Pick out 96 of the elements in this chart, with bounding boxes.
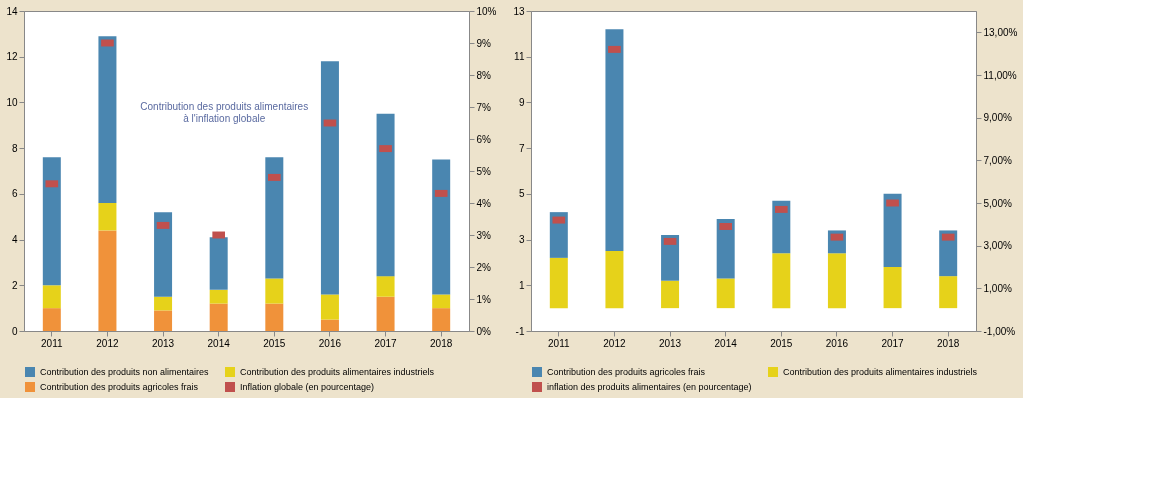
legend-label: Contribution des produits agricoles frais [547, 367, 706, 377]
bar [772, 253, 791, 309]
bar [209, 303, 228, 331]
bar [661, 235, 680, 281]
y-tick-label: 14 [6, 5, 18, 17]
y2-tick-label: 4% [476, 197, 492, 209]
bar [320, 294, 339, 320]
bar [98, 230, 117, 331]
bar [605, 29, 624, 251]
y2-tick-label: 5,00% [983, 197, 1012, 209]
bar [883, 193, 902, 267]
y2-tick-label: 0% [476, 325, 492, 337]
bar [320, 319, 339, 331]
legend-label: Inflation globale (en pourcentage) [240, 382, 375, 392]
y2-tick-label: 1% [476, 293, 492, 305]
bar [549, 257, 568, 309]
y2-tick-label: 10% [476, 5, 497, 17]
y2-tick-label: 9,00% [983, 112, 1012, 124]
bar [154, 310, 173, 331]
bar [432, 308, 451, 331]
bar [42, 308, 61, 331]
y-tick-label: 1 [518, 279, 525, 291]
bar [605, 251, 624, 309]
bar [376, 276, 395, 297]
x-tick-label: 2011 [548, 337, 570, 349]
legend-label: Contribution des produits alimentaires industriels [783, 367, 978, 377]
y2-tick-label: 2% [476, 261, 492, 273]
bar [772, 200, 791, 254]
bar [432, 294, 451, 309]
y2-tick-label: 9% [476, 37, 492, 49]
bar [98, 36, 117, 203]
annotation: Contribution des produits alimentaires à l'inflation globale [140, 101, 309, 124]
bar [154, 296, 173, 311]
y-tick-label: 8 [11, 142, 18, 154]
y-tick-label: 9 [518, 96, 525, 108]
bar [716, 278, 735, 309]
bar [376, 113, 395, 277]
y2-tick-label: 5% [476, 165, 492, 177]
y2-tick-label: 13,00% [983, 26, 1018, 38]
y-tick-label: 2 [11, 279, 18, 291]
bar [42, 157, 61, 286]
bar [209, 237, 228, 290]
y2-tick-label: 1,00% [983, 282, 1012, 294]
bar [98, 203, 117, 231]
bar [42, 285, 61, 309]
y2-tick-label: 3,00% [983, 240, 1012, 252]
x-tick-label: 2018 [937, 337, 960, 349]
bar [154, 212, 173, 297]
y-tick-label: 13 [513, 5, 525, 17]
y-tick-label: 11 [514, 51, 525, 63]
y2-tick-label: 8% [476, 69, 492, 81]
legend-label: Contribution des produits alimentaires industriels [240, 367, 435, 377]
x-tick-label: 2013 [658, 337, 682, 349]
x-tick-label: 2017 [374, 337, 398, 349]
y2-tick-label: -1,00% [983, 325, 1016, 337]
y2-tick-label: 11,00% [983, 69, 1017, 81]
y-tick-label: -1 [515, 325, 525, 337]
x-tick-label: 2015 [770, 337, 793, 349]
bar [209, 289, 228, 304]
bar [827, 253, 846, 309]
x-tick-label: 2011 [41, 337, 63, 349]
legend-label: Contribution des produits agricoles frais [40, 382, 199, 392]
y2-tick-label: 7% [476, 101, 492, 113]
bar [883, 267, 902, 309]
x-tick-label: 2018 [430, 337, 453, 349]
x-tick-label: 2016 [318, 337, 342, 349]
legend-label: Contribution des produits non alimentaires [40, 367, 210, 377]
bar [716, 219, 735, 279]
x-tick-label: 2012 [603, 337, 626, 349]
x-tick-label: 2017 [881, 337, 905, 349]
bar [661, 280, 680, 309]
bar [939, 276, 958, 309]
bar [376, 296, 395, 331]
x-tick-label: 2013 [151, 337, 175, 349]
y-tick-label: 0 [11, 325, 18, 337]
y2-tick-label: 6% [476, 133, 492, 145]
bar [432, 159, 451, 295]
legend-label: inflation des produits alimentaires (en pourcentage) [547, 382, 752, 392]
x-tick-label: 2016 [825, 337, 849, 349]
y-tick-label: 3 [518, 234, 525, 246]
x-tick-label: 2015 [263, 337, 286, 349]
x-tick-label: 2012 [96, 337, 119, 349]
x-tick-label: 2014 [714, 337, 738, 349]
y-tick-label: 5 [518, 188, 525, 200]
y-tick-label: 7 [518, 142, 525, 154]
y-tick-label: 6 [11, 188, 18, 200]
bar [320, 61, 339, 295]
bar [265, 278, 284, 304]
y-tick-label: 10 [6, 96, 18, 108]
y-tick-label: 4 [11, 234, 18, 246]
y2-tick-label: 7,00% [983, 154, 1012, 166]
y-tick-label: 12 [6, 51, 18, 63]
y2-tick-label: 3% [476, 229, 492, 241]
bar [265, 157, 284, 279]
bar [265, 303, 284, 331]
x-tick-label: 2014 [207, 337, 231, 349]
